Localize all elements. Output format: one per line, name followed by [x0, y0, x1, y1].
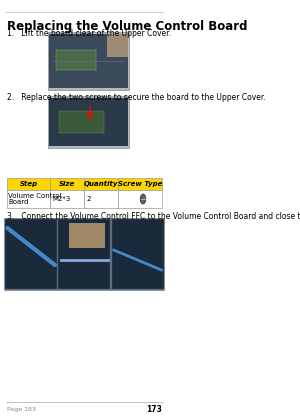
Bar	[50, 178, 84, 190]
Bar	[58, 219, 110, 289]
Text: Volume Control
Board: Volume Control Board	[8, 192, 62, 205]
Bar	[49, 98, 128, 146]
Bar	[107, 34, 128, 57]
Bar	[7, 190, 50, 208]
Text: 3.   Connect the Volume Control FFC to the Volume Control Board and close the lo: 3. Connect the Volume Control FFC to the…	[7, 212, 300, 221]
Bar	[118, 178, 162, 190]
Bar	[84, 178, 118, 190]
Bar	[49, 34, 128, 88]
Text: 1.   Lift the board clear of the Upper Cover.: 1. Lift the board clear of the Upper Cov…	[7, 29, 171, 38]
Text: 2: 2	[86, 196, 90, 202]
Bar	[69, 223, 105, 248]
Text: Replacing the Volume Control Board: Replacing the Volume Control Board	[7, 20, 247, 33]
Bar	[118, 190, 162, 208]
Bar	[5, 219, 57, 289]
Bar	[56, 50, 96, 70]
Bar	[4, 218, 164, 290]
Bar	[48, 32, 129, 90]
Text: Screw Type: Screw Type	[118, 181, 162, 187]
Text: Quantity: Quantity	[84, 181, 119, 187]
Bar	[59, 111, 104, 133]
Text: 173: 173	[146, 405, 162, 415]
Text: M2*3: M2*3	[52, 196, 70, 202]
Bar	[112, 219, 164, 289]
Text: Step: Step	[20, 181, 38, 187]
Bar	[7, 178, 50, 190]
Text: Size: Size	[59, 181, 75, 187]
Bar	[84, 190, 118, 208]
Text: Page 183: Page 183	[7, 407, 36, 412]
Bar	[48, 96, 129, 148]
Text: 2.   Replace the two screws to secure the board to the Upper Cover.: 2. Replace the two screws to secure the …	[7, 93, 266, 102]
Circle shape	[140, 194, 146, 204]
Bar	[50, 190, 84, 208]
